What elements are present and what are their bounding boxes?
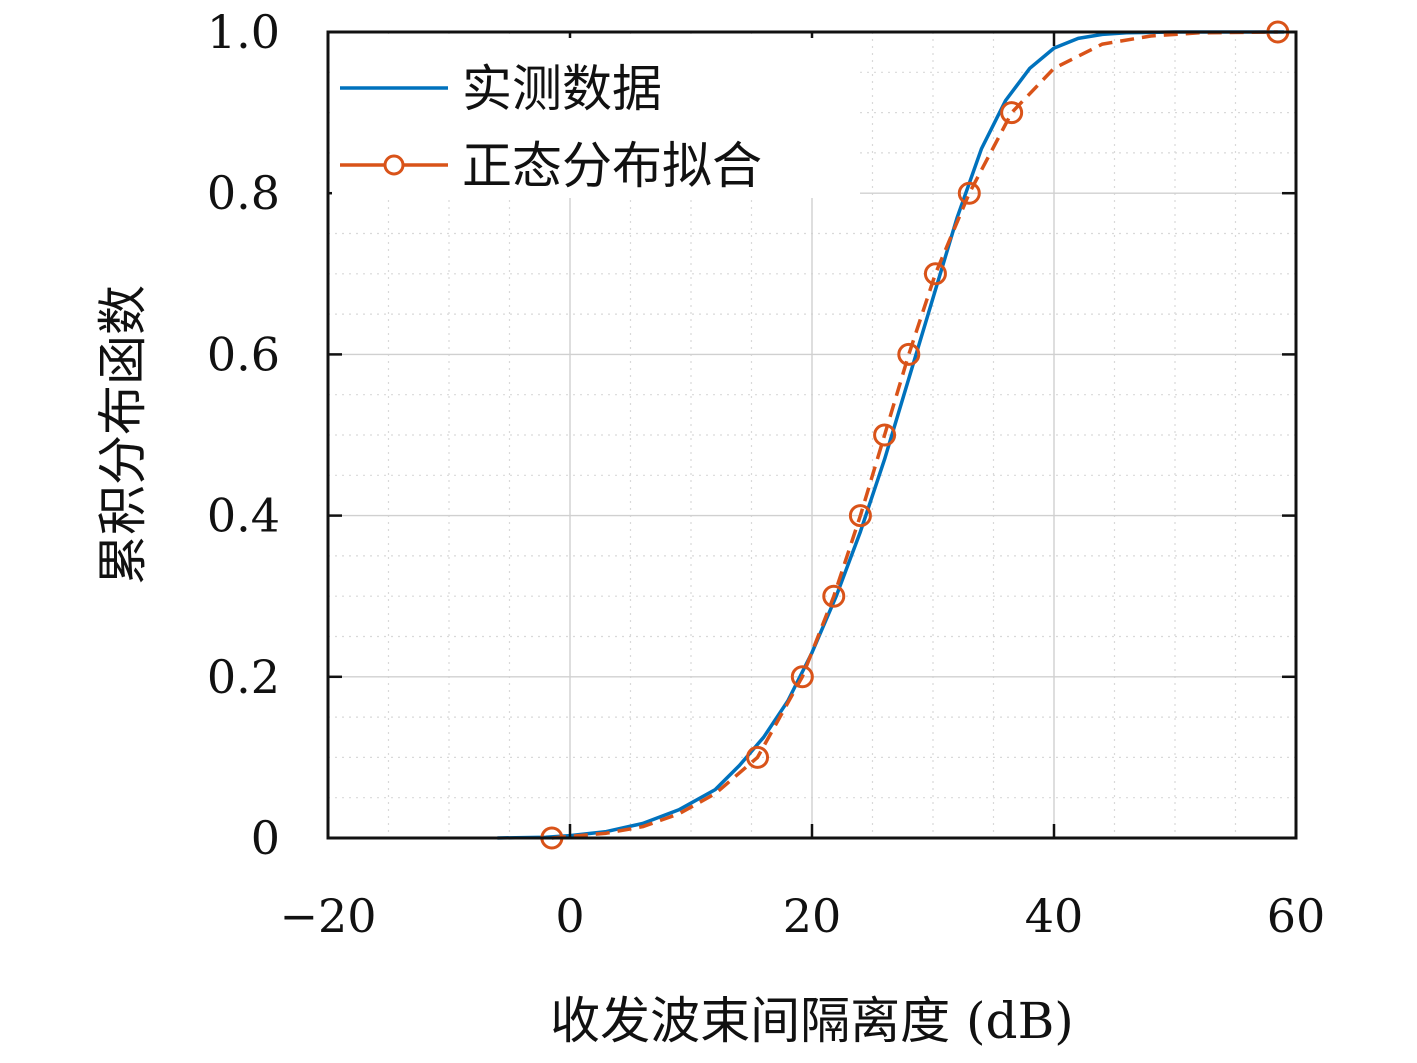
legend-label-fit: 正态分布拟合 [462,137,762,195]
y-tick-label: 0.6 [207,327,280,381]
legend-label-measured: 实测数据 [462,60,662,118]
y-tick-label: 0.8 [207,166,280,220]
series-marker-1 [923,262,947,286]
series-marker-1 [822,584,846,608]
series-marker-1 [790,665,814,689]
tick-labels: −20 0 20 40 60 0 0.2 0.4 0.6 0.8 1.0 [207,5,1325,943]
x-tick-label: 0 [555,889,584,943]
y-tick-label: 0.4 [207,489,280,543]
y-axis-label: 累积分布函数 [94,285,152,585]
series-marker-1 [848,504,872,528]
series-marker-1 [957,181,981,205]
series-layer [497,20,1290,850]
series-marker-1 [873,423,897,447]
x-tick-label: 20 [783,889,842,943]
x-tick-label: −20 [279,889,376,943]
x-tick-label: 60 [1267,889,1326,943]
series-marker-1 [897,342,921,366]
series-marker-1 [746,745,770,769]
series-line-0 [497,30,1284,840]
series-marker-1 [1000,101,1024,125]
legend-marker-fit [383,154,405,176]
legend-box [332,38,860,198]
y-tick-label: 0 [251,811,280,865]
series-line-1 [551,30,1278,840]
x-axis-label: 收发波束间隔离度 (dB) [550,992,1074,1050]
y-tick-label: 1.0 [207,5,280,59]
legend: 实测数据 正态分布拟合 [332,38,860,198]
x-tick-label: 40 [1025,889,1084,943]
y-tick-label: 0.2 [207,650,280,704]
